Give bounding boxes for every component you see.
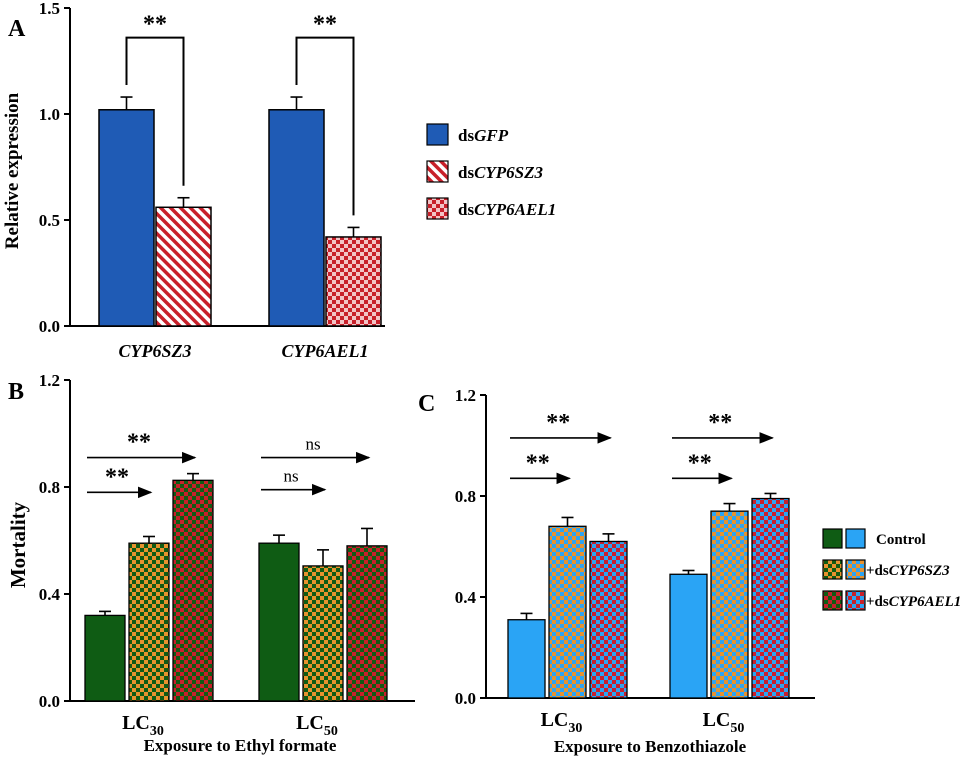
bar-lc30-dscyp6ael1 [172, 479, 214, 702]
legend-label: Control [876, 532, 926, 548]
legend-swatch-dsgfp [426, 123, 449, 146]
bar-cyp6ael1-dsgfp [268, 109, 325, 327]
legend-prefix: +ds [866, 563, 889, 579]
significance-label: ** [526, 450, 550, 476]
panel-b-bars: LC30 LC50 [84, 472, 388, 739]
category-base: LC [296, 712, 324, 734]
y-tick-label: 0.8 [455, 487, 476, 506]
legend-name: CYP6AEL1 [474, 200, 556, 219]
legend-prefix: ds [458, 126, 474, 145]
bar-lc50-control [669, 573, 708, 699]
bar-lc30-dscyp6ael1 [589, 540, 628, 699]
legend-name: CYP6AEL1 [889, 594, 962, 610]
x-category-label: LC50 [296, 712, 338, 739]
y-tick-label: 1.0 [39, 105, 60, 124]
y-tick-label: 0.4 [39, 585, 61, 604]
legend-swatch-ethyl [822, 590, 843, 611]
legend-name: CYP6SZ3 [889, 563, 950, 579]
legend-label-dscyp6sz3: dsCYP6SZ3 [458, 163, 544, 182]
bar-lc30-control [507, 619, 546, 699]
panel-a-bars: CYP6SZ3 CYP6AEL1 [98, 96, 382, 361]
legend-label: +dsCYP6AEL1 [866, 594, 961, 610]
category-subscript: 30 [568, 721, 582, 736]
panel-b-xlabel: Exposure to Ethyl formate [144, 736, 337, 755]
x-category-label: CYP6SZ3 [118, 341, 191, 361]
legend-swatch-dscyp6sz3 [426, 160, 449, 183]
panel-a-letter: A [8, 16, 26, 42]
significance-label: ** [313, 12, 337, 38]
y-tick-label: 0.5 [39, 211, 60, 230]
significance-label: ** [546, 410, 570, 436]
panel-bc-legend: Control+dsCYP6SZ3+dsCYP6AEL1 [822, 528, 961, 611]
legend-prefix: ds [458, 200, 474, 219]
bar-lc50-dscyp6ael1 [346, 545, 388, 702]
bar-lc30-dscyp6sz3 [548, 525, 587, 699]
bar-cyp6sz3-dsgfp [98, 109, 155, 327]
bar-lc50-dscyp6ael1 [751, 497, 790, 699]
legend-swatch-benzo [845, 528, 866, 549]
panel-b-ylabel: Mortality [6, 501, 30, 588]
bar-lc50-control [258, 542, 300, 702]
legend-label-dsgfp: dsGFP [458, 126, 509, 145]
legend-prefix: +ds [866, 594, 889, 610]
y-tick-label: 0.8 [39, 478, 60, 497]
x-category-label: CYP6AEL1 [281, 341, 368, 361]
y-tick-label: 0.0 [39, 692, 60, 711]
panel-c-bars: LC30 LC50 [507, 492, 790, 736]
panel-b-letter: B [8, 379, 24, 405]
bar-lc30-dscyp6sz3 [128, 542, 170, 702]
legend-swatch-benzo [845, 559, 866, 580]
legend-name: GFP [474, 126, 509, 145]
y-tick-label: 1.2 [455, 386, 476, 405]
legend-name: Control [876, 532, 926, 548]
x-category-label: LC50 [703, 709, 745, 736]
category-base: LC [122, 712, 150, 734]
ns-label: ns [305, 435, 320, 454]
bar-lc30-control [84, 614, 126, 702]
bar-lc50-dscyp6sz3 [302, 565, 344, 702]
category-subscript: 30 [150, 724, 164, 739]
significance-label: ** [688, 450, 712, 476]
panel-a: A 0.0 0.5 1.0 1.5 CYP6SZ3 CYP6AEL1 ** ** Rela… [2, 0, 556, 361]
legend-swatch-dscyp6ael1 [426, 197, 449, 220]
legend-swatch-ethyl [822, 528, 843, 549]
ns-label: ns [283, 467, 298, 486]
legend-label: +dsCYP6SZ3 [866, 563, 950, 579]
significance-bracket [125, 36, 185, 186]
panel-c-annotations: ** ** ** ** [510, 410, 774, 485]
significance-label: ** [708, 410, 732, 436]
y-tick-label: 1.2 [39, 371, 60, 390]
x-category-label: LC30 [122, 712, 164, 739]
panel-a-ylabel: Relative expression [2, 92, 23, 249]
significance-label: ** [143, 12, 167, 38]
legend-name: CYP6SZ3 [474, 163, 543, 182]
panel-c-letter: C [418, 391, 435, 417]
panel-a-annotations: ** ** [125, 12, 355, 216]
category-base: LC [541, 709, 569, 731]
panel-c-xlabel: Exposure to Benzothiazole [554, 737, 747, 756]
legend-swatch-benzo [845, 590, 866, 611]
y-tick-label: 1.5 [39, 0, 60, 18]
y-tick-label: 0.4 [455, 588, 477, 607]
legend-swatch-ethyl [822, 559, 843, 580]
legend-label-dscyp6ael1: dsCYP6AEL1 [458, 200, 556, 219]
legend-prefix: ds [458, 163, 474, 182]
y-tick-label: 0.0 [39, 317, 60, 336]
bar-cyp6ael1-dscyp6ael1 [325, 236, 382, 327]
category-subscript: 50 [730, 721, 744, 736]
significance-label: ** [127, 430, 151, 456]
y-tick-label: 0.0 [455, 689, 476, 708]
bar-lc50-dscyp6sz3 [710, 510, 749, 699]
bar-cyp6sz3-dscyp6sz3 [155, 206, 212, 327]
panel-c: C 0.00.40.81.2 LC30 LC50 ******** Exposur… [418, 386, 961, 756]
category-base: LC [703, 709, 731, 731]
category-subscript: 50 [324, 724, 338, 739]
x-category-label: LC30 [541, 709, 583, 736]
significance-bracket [295, 36, 355, 216]
significance-label: ** [105, 464, 129, 490]
